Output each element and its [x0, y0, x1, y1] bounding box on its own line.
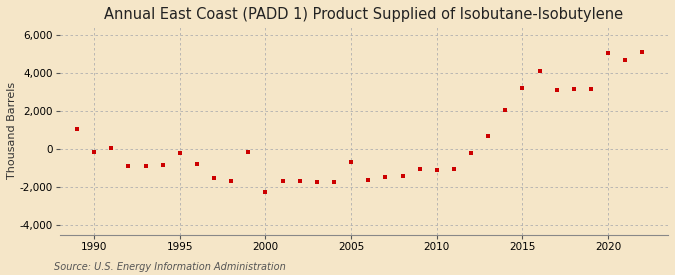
Point: [157, 163, 168, 167]
Point: [106, 146, 117, 150]
Point: [637, 49, 648, 54]
Point: [568, 87, 579, 92]
Y-axis label: Thousand Barrels: Thousand Barrels: [7, 82, 17, 179]
Point: [140, 164, 151, 169]
Point: [192, 162, 202, 167]
Point: [448, 167, 459, 171]
Point: [500, 108, 511, 112]
Point: [586, 87, 597, 92]
Point: [226, 179, 237, 184]
Point: [603, 51, 614, 56]
Point: [294, 178, 305, 183]
Point: [397, 174, 408, 178]
Point: [534, 69, 545, 74]
Point: [243, 150, 254, 154]
Point: [431, 168, 442, 172]
Point: [174, 151, 185, 155]
Point: [89, 150, 100, 154]
Point: [363, 177, 374, 182]
Point: [551, 88, 562, 93]
Text: Source: U.S. Energy Information Administration: Source: U.S. Energy Information Administ…: [54, 262, 286, 272]
Point: [329, 180, 340, 185]
Point: [260, 190, 271, 194]
Point: [483, 134, 493, 138]
Point: [346, 159, 356, 164]
Title: Annual East Coast (PADD 1) Product Supplied of Isobutane-Isobutylene: Annual East Coast (PADD 1) Product Suppl…: [105, 7, 624, 22]
Point: [620, 58, 630, 62]
Point: [311, 180, 322, 185]
Point: [209, 175, 219, 180]
Point: [72, 127, 82, 131]
Point: [414, 167, 425, 171]
Point: [466, 151, 477, 155]
Point: [123, 164, 134, 169]
Point: [277, 179, 288, 184]
Point: [380, 175, 391, 179]
Point: [517, 85, 528, 90]
